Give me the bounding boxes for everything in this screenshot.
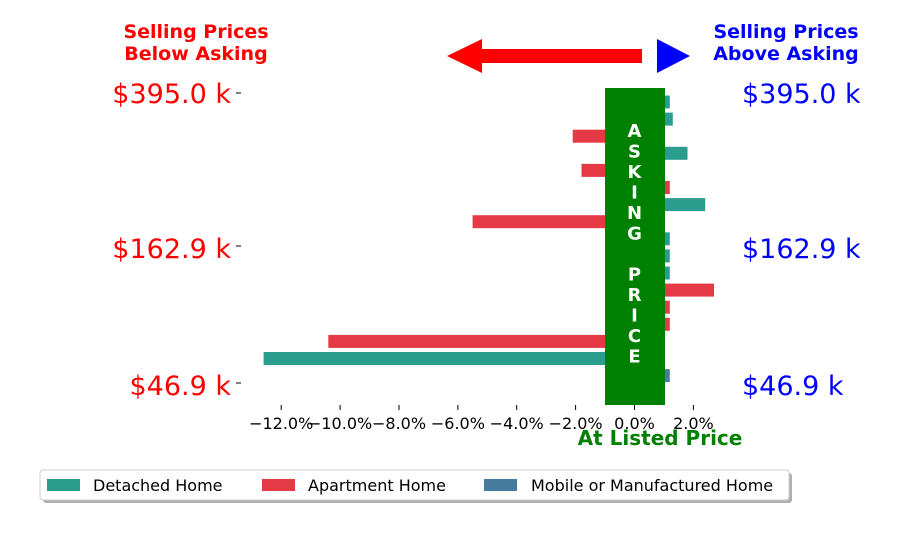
legend-box bbox=[39, 469, 790, 501]
legend-label-apartment: Apartment Home bbox=[308, 476, 446, 495]
asking-letter-1: S bbox=[628, 142, 641, 163]
bar-7 bbox=[472, 215, 635, 229]
xtick-label-7: 2.0% bbox=[673, 414, 714, 433]
left-arrow-icon bbox=[447, 39, 642, 73]
price-left-mid: $162.9 k bbox=[112, 234, 231, 265]
legend-swatch-mobile bbox=[484, 479, 517, 491]
asking-letter-5: G bbox=[627, 224, 642, 245]
asking-letter-7: P bbox=[628, 265, 641, 286]
x-axis: −12.0%−10.0% −8.0% −6.0% −4.0% −2.0% 0.0% 2.0% bbox=[249, 405, 714, 433]
price-left-top: $395.0 k bbox=[112, 79, 231, 110]
legend: Detached Home Apartment Home Mobile or M… bbox=[39, 469, 792, 503]
asking-price-column bbox=[605, 88, 665, 405]
xtick-label-1: −10.0% bbox=[308, 414, 372, 433]
price-right-bottom: $46.9 k bbox=[742, 371, 844, 402]
asking-letter-0: A bbox=[628, 121, 642, 142]
header-above-line1: Selling Prices bbox=[713, 21, 858, 43]
header-below-line2: Below Asking bbox=[124, 43, 267, 65]
asking-letter-8: R bbox=[628, 285, 642, 306]
asking-letter-9: I bbox=[631, 306, 638, 327]
bar-15 bbox=[263, 352, 635, 365]
header-above-line2: Above Asking bbox=[713, 43, 859, 65]
legend-swatch-apartment bbox=[262, 479, 295, 491]
price-right-mid: $162.9 k bbox=[742, 234, 861, 265]
asking-letter-4: N bbox=[627, 203, 642, 224]
price-right-top: $395.0 k bbox=[742, 79, 861, 110]
right-arrow-icon bbox=[657, 39, 690, 73]
asking-letter-2: K bbox=[628, 162, 643, 183]
header-below-line1: Selling Prices bbox=[123, 21, 268, 43]
asking-letter-10: C bbox=[628, 326, 641, 347]
asking-letter-11: E bbox=[628, 347, 640, 368]
xtick-label-4: −4.0% bbox=[490, 414, 544, 433]
at-listed-price-label: At Listed Price bbox=[578, 426, 743, 450]
legend-label-mobile: Mobile or Manufactured Home bbox=[531, 476, 773, 495]
asking-letter-3: I bbox=[631, 183, 638, 204]
legend-swatch-detached bbox=[47, 479, 80, 491]
price-left-bottom: $46.9 k bbox=[129, 371, 231, 402]
legend-label-detached: Detached Home bbox=[93, 476, 223, 495]
xtick-label-3: −6.0% bbox=[431, 414, 485, 433]
xtick-label-2: −8.0% bbox=[372, 414, 426, 433]
xtick-label-5: −2.0% bbox=[549, 414, 603, 433]
xtick-label-6: 0.0% bbox=[614, 414, 655, 433]
bar-14 bbox=[328, 334, 635, 348]
xtick-label-0: −12.0% bbox=[249, 414, 313, 433]
